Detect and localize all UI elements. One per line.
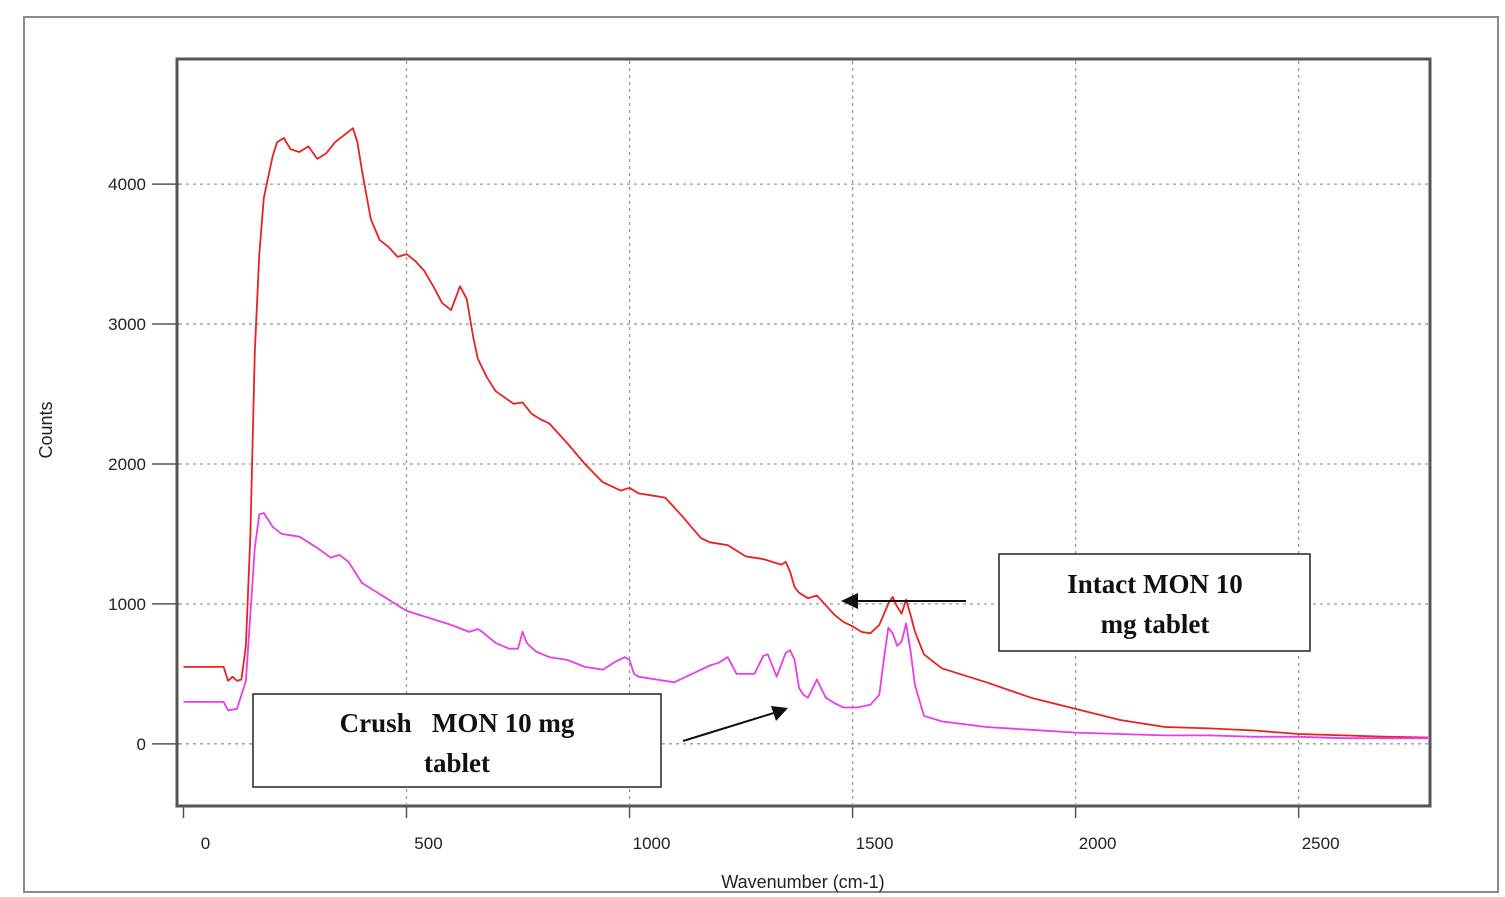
series-line-crush	[183, 512, 1428, 740]
grid	[179, 61, 1428, 804]
annotation-intact-arrowhead	[841, 593, 858, 609]
annotation-intact-line-2: mg tablet	[1101, 609, 1210, 639]
plot-area-frame	[175, 57, 1432, 808]
series-layer	[183, 127, 1429, 740]
y-tick-label: 0	[137, 735, 146, 754]
annotation-intact-line-1: Intact MON 10	[1067, 569, 1242, 599]
y-tick-label: 2000	[108, 455, 146, 474]
x-tick-label: 500	[414, 834, 442, 853]
annotation-crush-line-2: tablet	[424, 748, 490, 778]
annotation-crush-box	[252, 693, 662, 788]
annotation-crush-arrowhead	[771, 706, 788, 721]
series-line-intact	[183, 127, 1429, 739]
y-axis-title: Counts	[36, 401, 56, 458]
annotation-crush-line-1: Crush MON 10 mg	[340, 708, 575, 738]
x-axis-title: Wavenumber (cm-1)	[721, 872, 884, 892]
annotation-crush-arrow	[682, 711, 778, 742]
x-tick-label: 0	[201, 834, 210, 853]
x-tick-label: 1500	[856, 834, 894, 853]
y-tick-label: 4000	[108, 175, 146, 194]
y-tick-label: 1000	[108, 595, 146, 614]
y-tick-label: 3000	[108, 315, 146, 334]
axis-ticks: 0 500 1000 1500 2000 2500 0 1000 2000 3000 4000	[108, 175, 1339, 853]
x-tick-label: 1000	[633, 834, 671, 853]
annotation-intact: Intact MON 10 mg tablet	[841, 553, 1311, 652]
annotation-crush: Crush MON 10 mg tablet	[252, 693, 788, 788]
annotation-intact-box	[998, 553, 1311, 652]
x-tick-label: 2000	[1079, 834, 1117, 853]
x-tick-label: 2500	[1302, 834, 1340, 853]
outer-frame	[23, 16, 1499, 893]
